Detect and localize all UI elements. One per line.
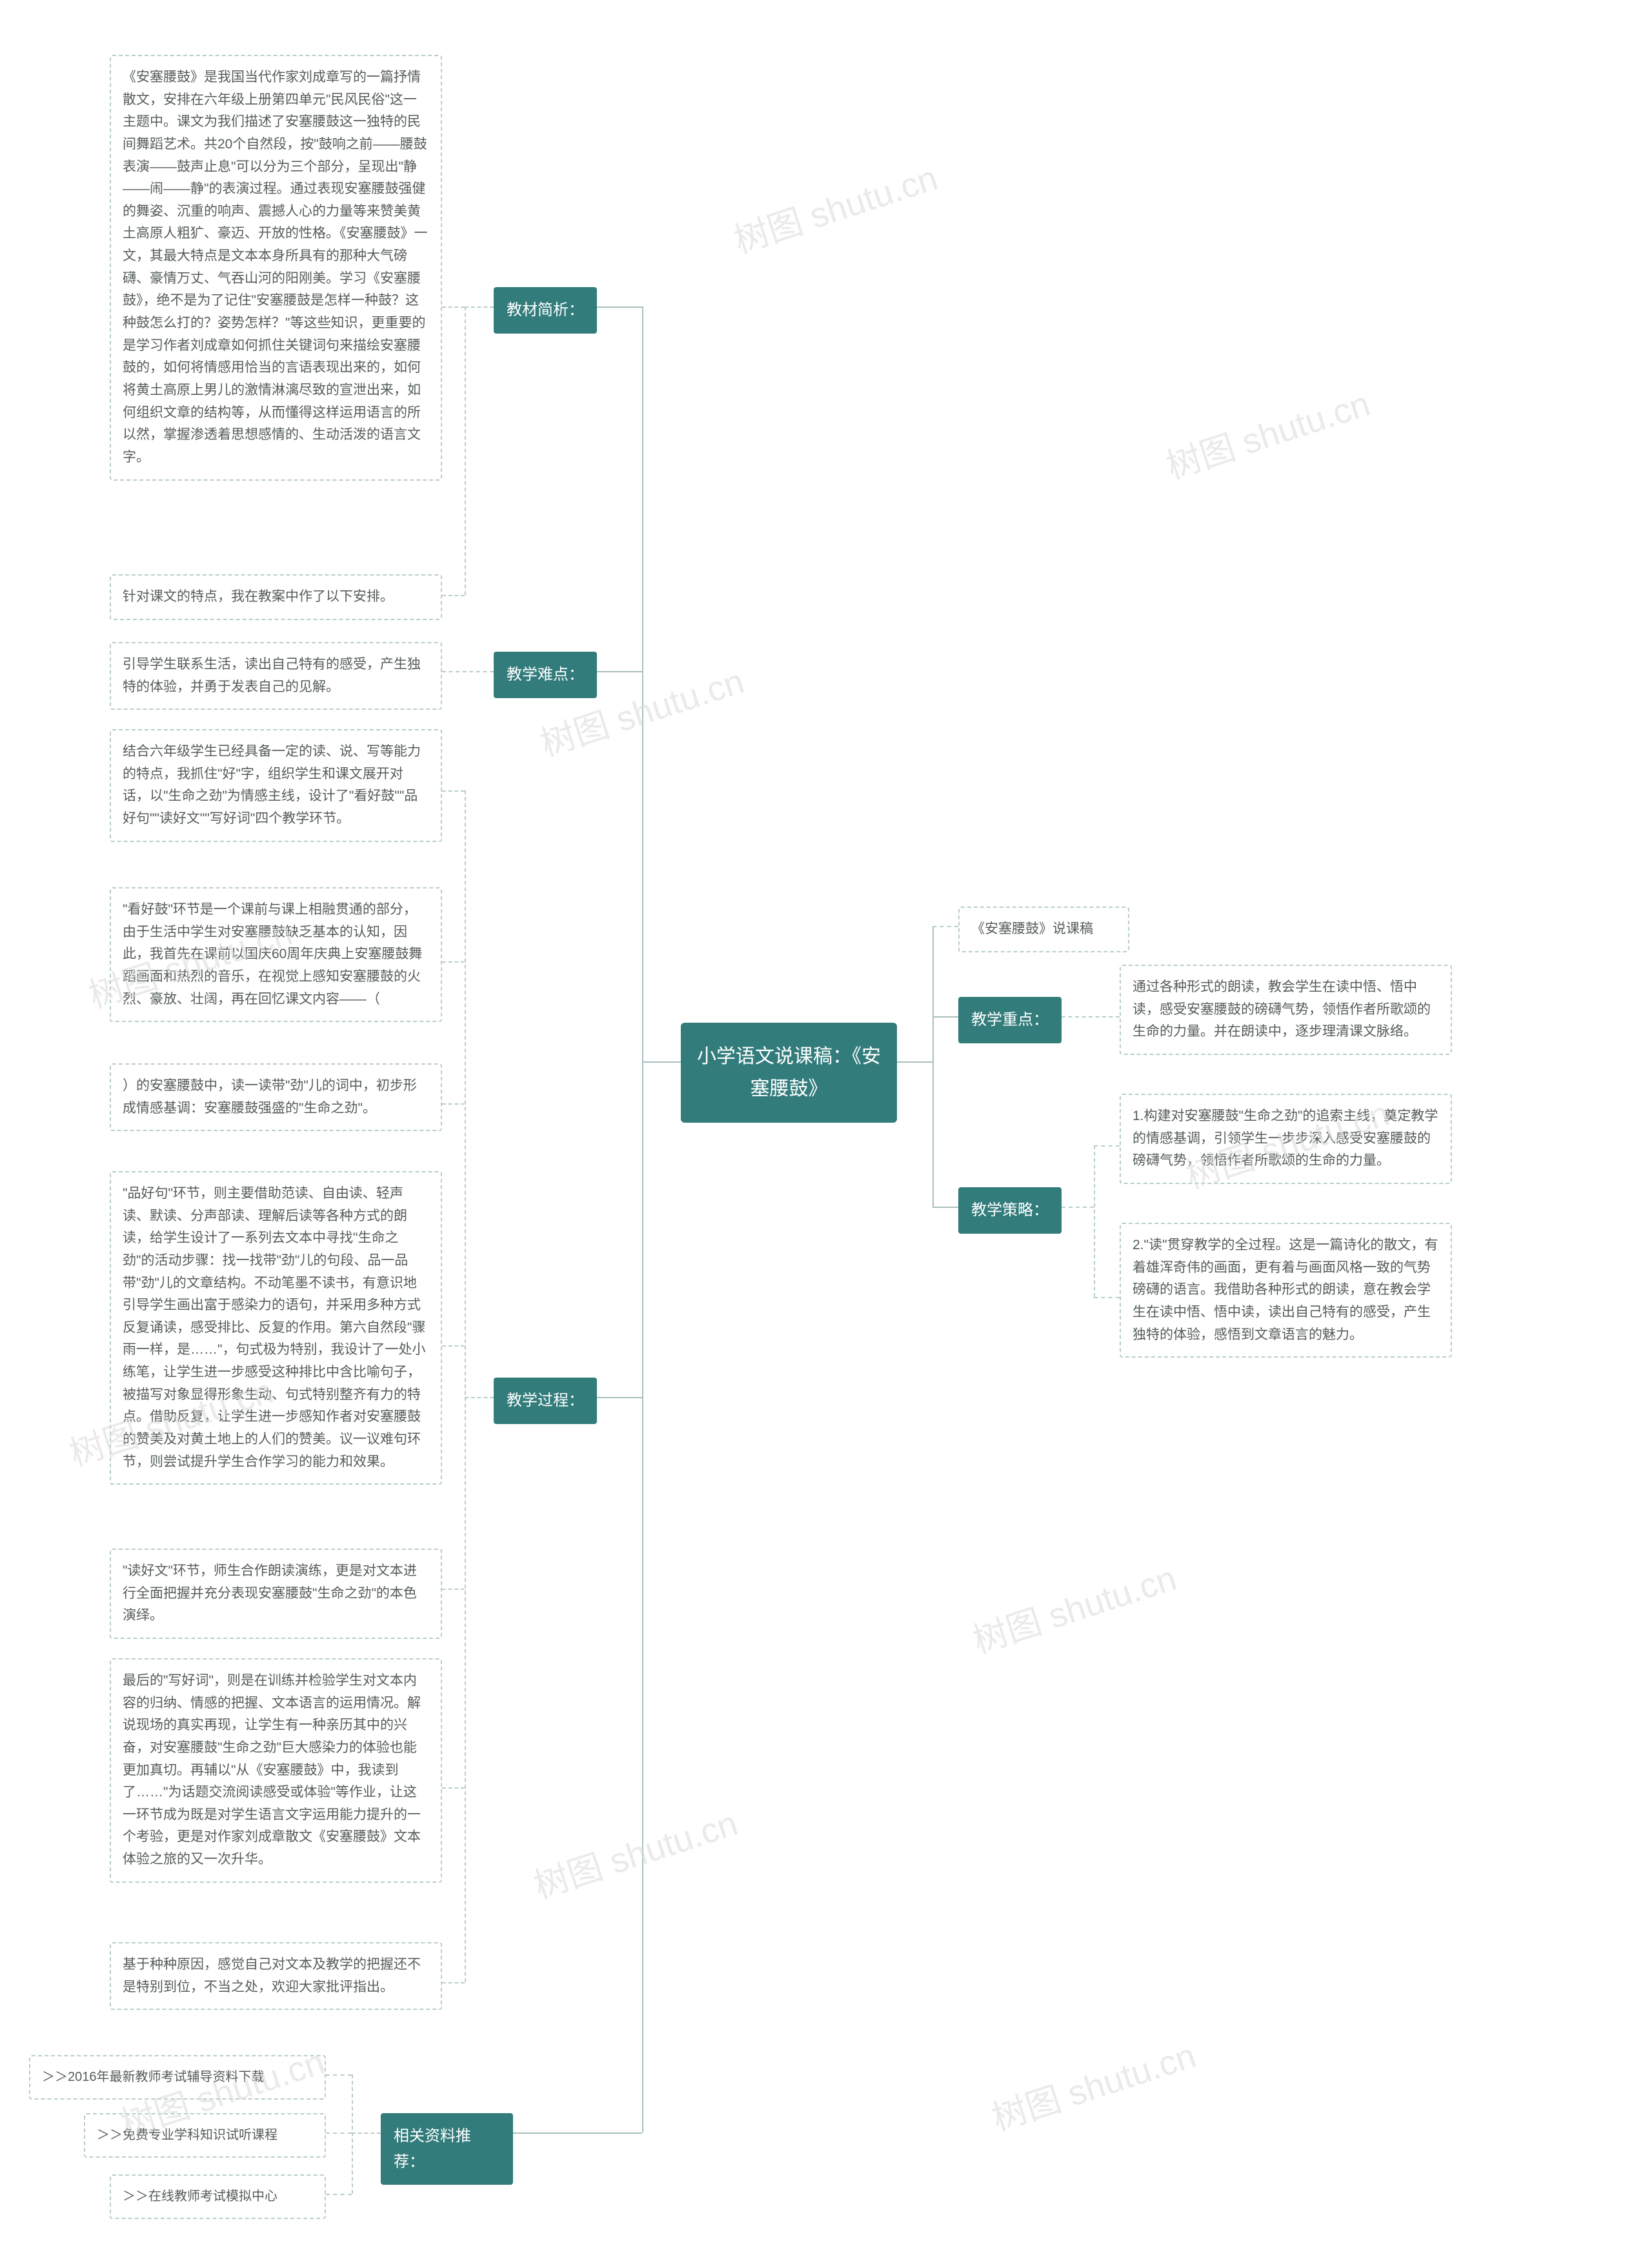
conn [442, 1982, 465, 1983]
conn [642, 306, 643, 2133]
conn [442, 1345, 465, 1347]
branch-ziliao: 相关资料推荐： [381, 2113, 513, 2185]
conn [932, 1016, 958, 1018]
leaf-gc-5: "读好文"环节，师生合作朗读演练，更是对文本进行全面把握并充分表现安塞腰鼓"生命… [110, 1549, 442, 1639]
branch-zhongdian: 教学重点： [958, 997, 1062, 1043]
conn [897, 1061, 932, 1063]
leaf-shuokegao-text: 《安塞腰鼓》说课稿 [971, 921, 1093, 936]
branch-nandian: 教学难点： [494, 652, 597, 698]
leaf-nandian-1-text: 引导学生联系生活，读出自己特有的感受，产生独特的体验，并勇于发表自己的见解。 [123, 657, 421, 694]
leaf-gc-5-text: "读好文"环节，师生合作朗读演练，更是对文本进行全面把握并充分表现安塞腰鼓"生命… [123, 1563, 417, 1623]
leaf-zl-3-text: ＞＞在线教师考试模拟中心 [123, 2189, 277, 2203]
root-label: 小学语文说课稿：《安塞腰鼓》 [697, 1046, 881, 1099]
branch-nandian-label: 教学难点： [507, 666, 584, 683]
leaf-jiaocai-1-text: 《安塞腰鼓》是我国当代作家刘成章写的一篇抒情散文，安排在六年级上册第四单元"民风… [123, 70, 428, 465]
leaf-gc-3: ）的安塞腰鼓中，读一读带"劲"儿的词中，初步形成情感基调：安塞腰鼓强盛的"生命之… [110, 1063, 442, 1131]
conn [932, 926, 958, 927]
conn [442, 790, 465, 792]
watermark: 树图 shutu.cn [985, 2027, 1202, 2140]
leaf-gc-4-text: "品好句"环节，则主要借助范读、自由读、轻声读、默读、分声部读、理解后读等各种方… [123, 1186, 425, 1469]
leaf-gc-2: "看好鼓"环节是一个课前与课上相融贯通的部分，由于生活中学生对安塞腰鼓缺乏基本的… [110, 887, 442, 1022]
leaf-zd-1-text: 通过各种形式的朗读，教会学生在读中悟、悟中读，感受安塞腰鼓的磅礴气势，领悟作者所… [1133, 979, 1431, 1039]
conn [442, 671, 494, 672]
branch-guocheng-label: 教学过程： [507, 1392, 584, 1409]
conn [513, 2133, 642, 2134]
conn [642, 1061, 681, 1063]
watermark: 树图 shutu.cn [727, 149, 943, 263]
leaf-gc-1: 结合六年级学生已经具备一定的读、说、写等能力的特点，我抓住"好"字，组织学生和课… [110, 729, 442, 842]
leaf-cl-2: 2."读"贯穿教学的全过程。这是一篇诗化的散文，有着雄浑奇伟的画面，更有着与画面… [1120, 1223, 1452, 1358]
leaf-jiaocai-2-text: 针对课文的特点，我在教案中作了以下安排。 [123, 589, 394, 604]
conn [326, 2133, 352, 2134]
conn [326, 2194, 352, 2195]
leaf-gc-1-text: 结合六年级学生已经具备一定的读、说、写等能力的特点，我抓住"好"字，组织学生和课… [123, 744, 421, 826]
watermark: 树图 shutu.cn [1159, 375, 1376, 488]
mindmap-canvas: 小学语文说课稿：《安塞腰鼓》 教材简析： 《安塞腰鼓》是我国当代作家刘成章写的一… [0, 0, 1652, 2248]
conn [442, 595, 465, 596]
conn [352, 2133, 381, 2134]
conn [442, 306, 465, 308]
branch-ziliao-label: 相关资料推荐： [394, 2127, 471, 2171]
conn [1094, 1145, 1120, 1147]
leaf-cl-2-text: 2."读"贯穿教学的全过程。这是一篇诗化的散文，有着雄浑奇伟的画面，更有着与画面… [1133, 1238, 1438, 1342]
conn [1062, 1207, 1094, 1208]
branch-celue-label: 教学策略： [971, 1201, 1049, 1219]
leaf-zl-3: ＞＞在线教师考试模拟中心 [110, 2174, 326, 2219]
leaf-zl-2: ＞＞免费专业学科知识试听课程 [84, 2113, 326, 2158]
leaf-nandian-1: 引导学生联系生活，读出自己特有的感受，产生独特的体验，并勇于发表自己的见解。 [110, 642, 442, 710]
leaf-zl-2-text: ＞＞免费专业学科知识试听课程 [97, 2128, 277, 2142]
conn [465, 306, 494, 308]
conn [597, 671, 642, 672]
conn [1094, 1145, 1095, 1297]
conn [465, 306, 466, 595]
branch-celue: 教学策略： [958, 1187, 1062, 1234]
conn [597, 306, 642, 308]
leaf-gc-3-text: ）的安塞腰鼓中，读一读带"劲"儿的词中，初步形成情感基调：安塞腰鼓强盛的"生命之… [123, 1078, 417, 1116]
branch-zhongdian-label: 教学重点： [971, 1011, 1049, 1029]
conn [465, 790, 466, 1982]
leaf-gc-7: 基于种种原因，感觉自己对文本及教学的把握还不是特别到位，不当之处，欢迎大家批评指… [110, 1942, 442, 2010]
branch-jiaocai: 教材简析： [494, 287, 597, 334]
watermark: 树图 shutu.cn [965, 1549, 1182, 1663]
leaf-zd-1: 通过各种形式的朗读，教会学生在读中悟、悟中读，感受安塞腰鼓的磅礴气势，领悟作者所… [1120, 965, 1452, 1055]
conn [442, 1589, 465, 1590]
leaf-gc-7-text: 基于种种原因，感觉自己对文本及教学的把握还不是特别到位，不当之处，欢迎大家批评指… [123, 1957, 421, 1994]
leaf-shuokegao: 《安塞腰鼓》说课稿 [958, 907, 1129, 952]
leaf-gc-6: 最后的"写好词"，则是在训练并检验学生对文本内容的归纳、情感的把握、文本语言的运… [110, 1658, 442, 1883]
leaf-jiaocai-1: 《安塞腰鼓》是我国当代作家刘成章写的一篇抒情散文，安排在六年级上册第四单元"民风… [110, 55, 442, 481]
leaf-jiaocai-2: 针对课文的特点，我在教案中作了以下安排。 [110, 574, 442, 620]
branch-jiaocai-label: 教材简析： [507, 301, 584, 319]
leaf-gc-4: "品好句"环节，则主要借助范读、自由读、轻声读、默读、分声部读、理解后读等各种方… [110, 1171, 442, 1485]
conn [442, 1103, 465, 1105]
leaf-gc-6-text: 最后的"写好词"，则是在训练并检验学生对文本内容的归纳、情感的把握、文本语言的运… [123, 1673, 421, 1867]
conn [597, 1397, 642, 1398]
root-node: 小学语文说课稿：《安塞腰鼓》 [681, 1023, 897, 1123]
conn [442, 1787, 465, 1789]
conn [465, 1397, 494, 1398]
leaf-zl-1: ＞＞2016年最新教师考试辅导资料下载 [29, 2055, 326, 2100]
conn [932, 1207, 958, 1208]
conn [932, 926, 934, 1207]
conn [326, 2074, 352, 2076]
leaf-cl-1-text: 1.构建对安塞腰鼓"生命之劲"的追索主线，奠定教学的情感基调，引领学生一步步深入… [1133, 1109, 1438, 1168]
conn [352, 2074, 353, 2194]
conn [1062, 1016, 1120, 1018]
leaf-cl-1: 1.构建对安塞腰鼓"生命之劲"的追索主线，奠定教学的情感基调，引领学生一步步深入… [1120, 1094, 1452, 1184]
conn [442, 961, 465, 963]
conn [1094, 1297, 1120, 1298]
watermark: 树图 shutu.cn [527, 1794, 743, 1908]
leaf-gc-2-text: "看好鼓"环节是一个课前与课上相融贯通的部分，由于生活中学生对安塞腰鼓缺乏基本的… [123, 902, 422, 1007]
branch-guocheng: 教学过程： [494, 1378, 597, 1424]
leaf-zl-1-text: ＞＞2016年最新教师考试辅导资料下载 [42, 2070, 265, 2084]
